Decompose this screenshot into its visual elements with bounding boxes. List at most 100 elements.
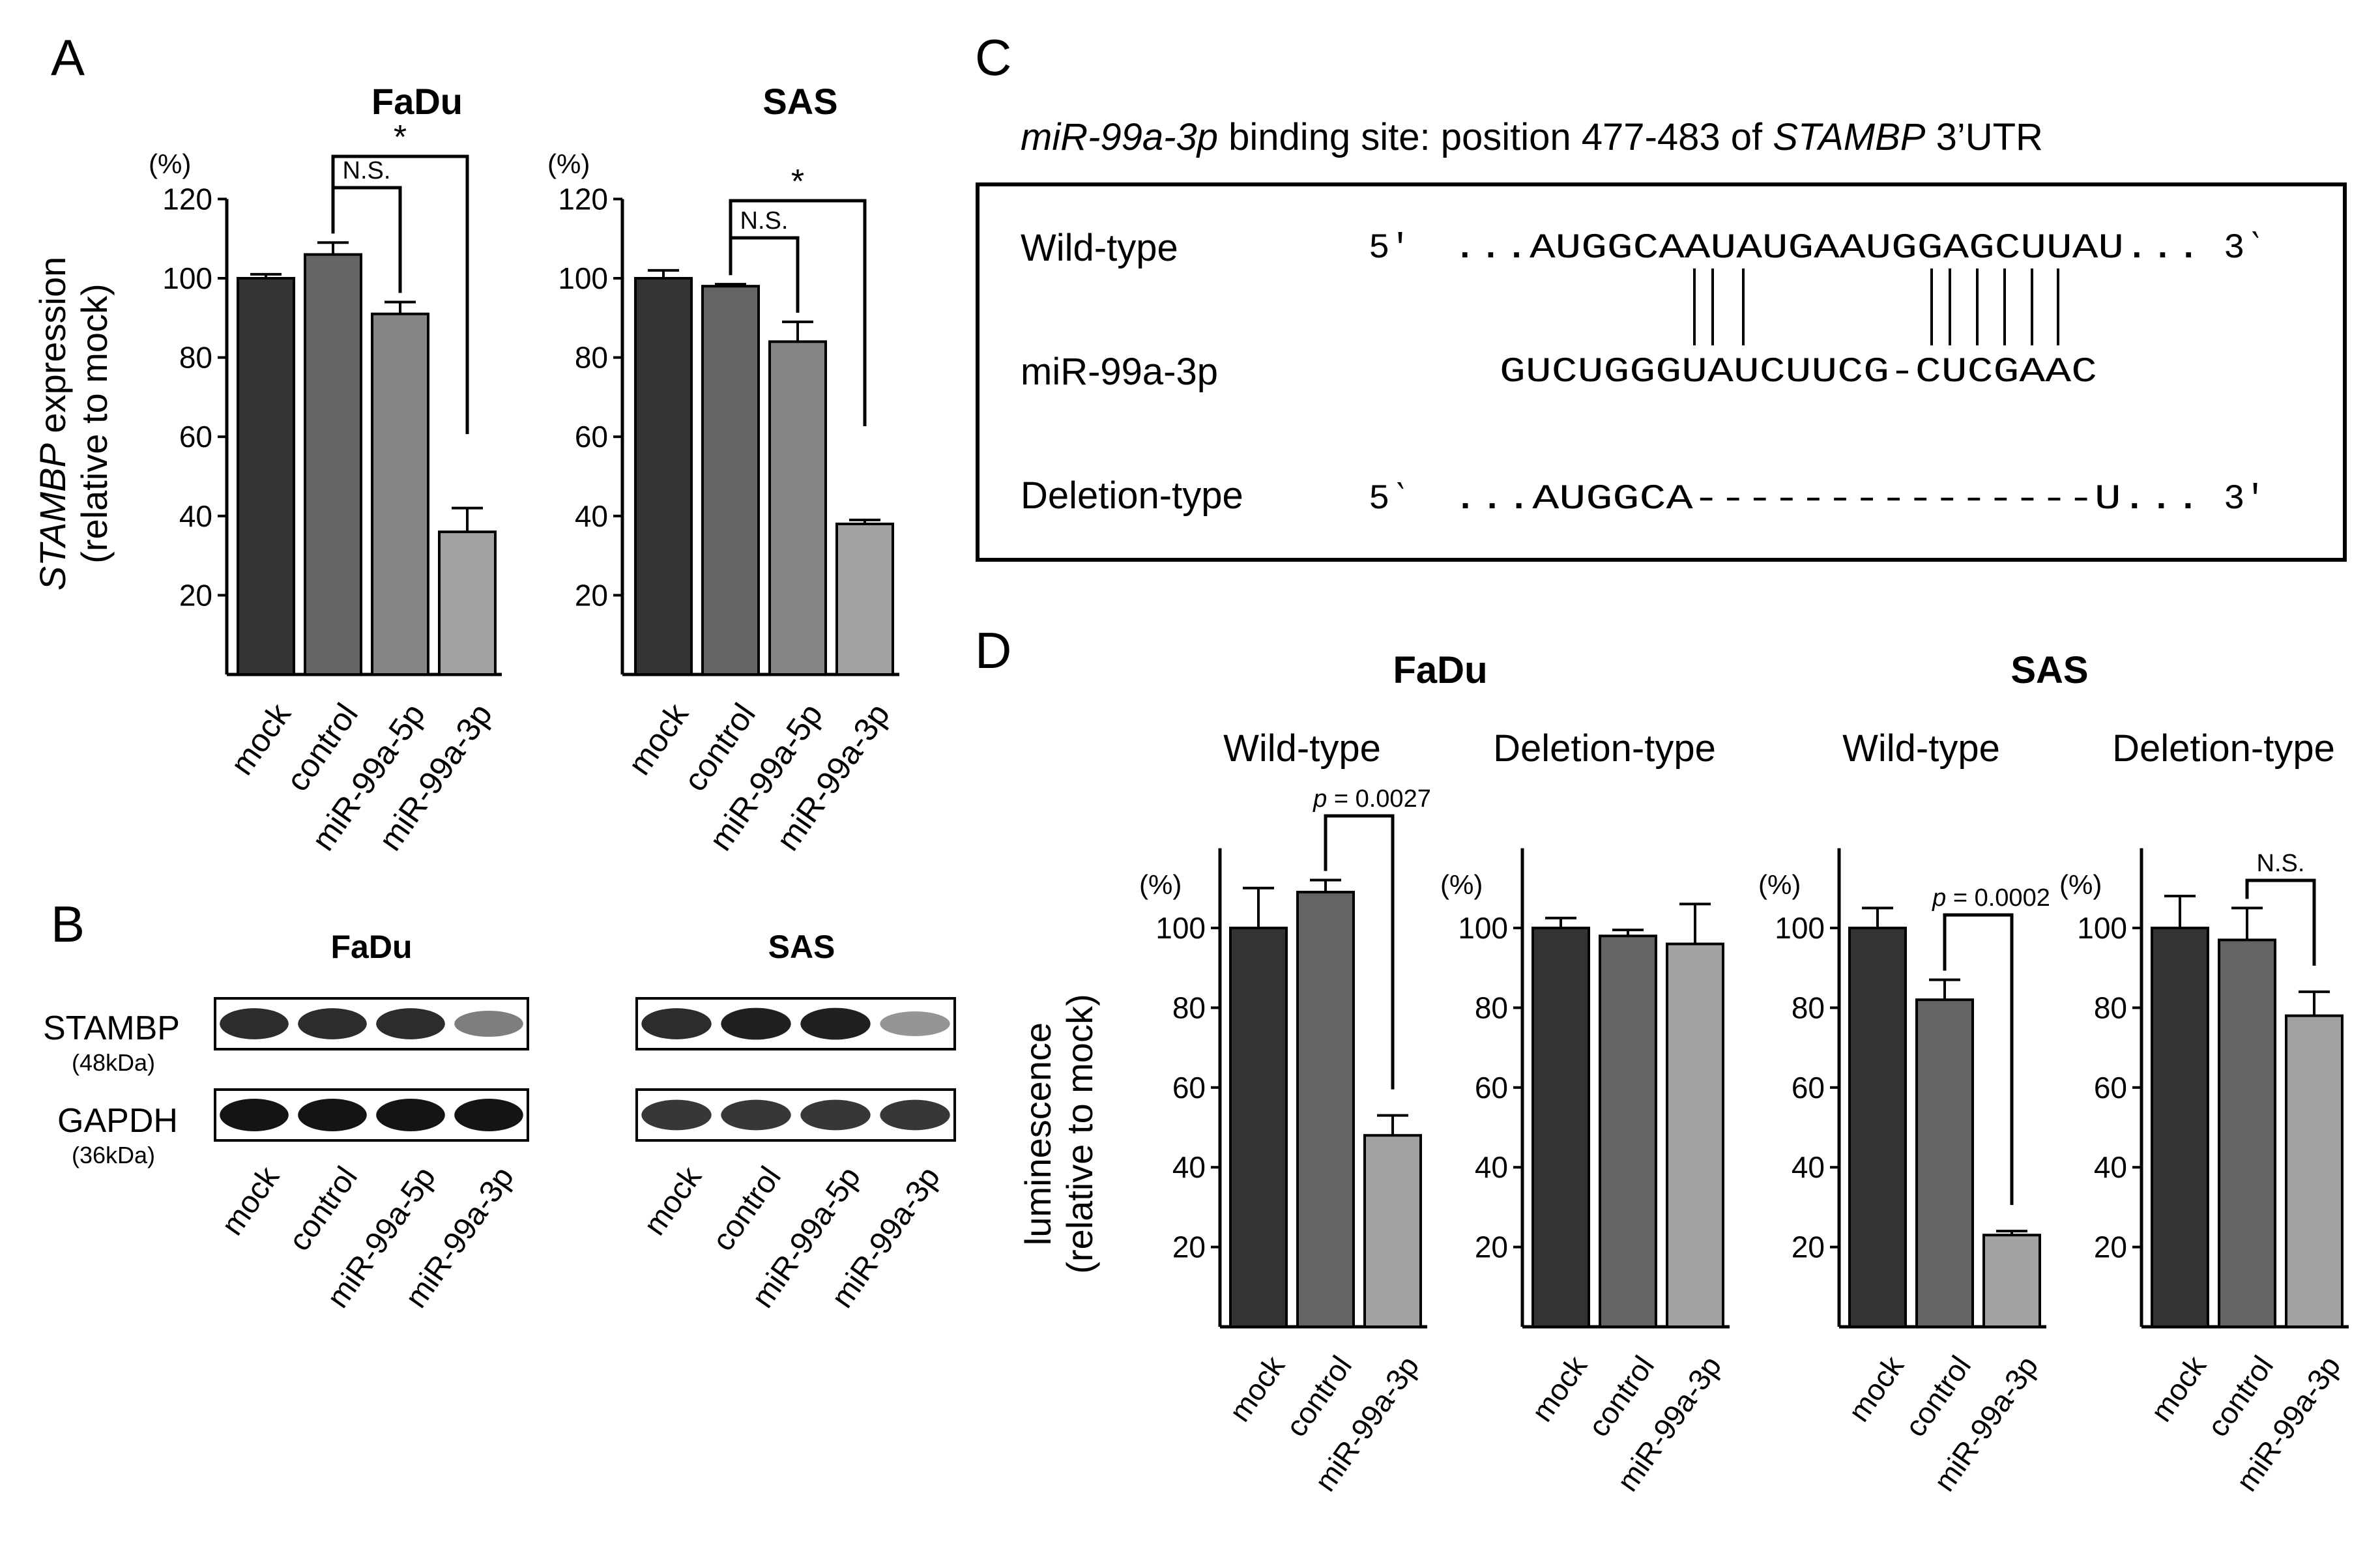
mirna-sequence: GUCUGGGUAUCUUCG-CUCGAAC bbox=[1500, 353, 2097, 392]
bar bbox=[1666, 942, 1724, 1328]
significance-label: p = 0.0027 bbox=[1313, 785, 1431, 813]
bar bbox=[237, 277, 295, 676]
blot-lane-label: mock bbox=[637, 1160, 709, 1241]
bar bbox=[2218, 938, 2276, 1328]
significance-bracket bbox=[2245, 878, 2316, 966]
significance-bracket bbox=[729, 199, 867, 426]
bar bbox=[835, 522, 894, 676]
panel-d-subtitle-sas-del: Deletion-type bbox=[2112, 727, 2335, 770]
y-tick-label: 100 bbox=[1458, 911, 1508, 945]
panel-d-unit-3: (%) bbox=[1758, 869, 1801, 900]
blot-band bbox=[376, 1008, 445, 1039]
blot-band bbox=[220, 1008, 289, 1039]
bar bbox=[1848, 927, 1907, 1328]
bar bbox=[1296, 890, 1355, 1329]
p-value: = 0.0027 bbox=[1327, 785, 1431, 813]
y-tick-label: 80 bbox=[2094, 991, 2127, 1024]
y-tick-label: 120 bbox=[162, 182, 212, 216]
y-tick-label: 20 bbox=[1475, 1230, 1508, 1264]
binding-site-title-gene: STAMBP bbox=[1773, 116, 1925, 158]
y-tick-label: 60 bbox=[1172, 1071, 1206, 1105]
y-tick-label: 40 bbox=[179, 499, 212, 533]
y-tick-label: 120 bbox=[558, 182, 608, 216]
wildtype-sequence: ...AUGGCAAUAUGAAUGGAGCUUAU... bbox=[1452, 229, 2201, 268]
y-tick-label: 60 bbox=[179, 420, 212, 454]
binding-site-title-end: 3’UTR bbox=[1925, 116, 2042, 158]
panel-a-ylabel: STAMBP expression (relative to mock) bbox=[32, 257, 115, 590]
row-label-mirna: miR-99a-3p bbox=[1021, 351, 1218, 393]
y-tick-label: 20 bbox=[2094, 1230, 2127, 1264]
bar bbox=[1229, 927, 1288, 1328]
wildtype-5prime: 5′ bbox=[1369, 229, 1411, 268]
row-label-deletion: Deletion-type bbox=[1021, 474, 1243, 517]
y-tick-label: 40 bbox=[575, 499, 608, 533]
blot-band bbox=[641, 1099, 712, 1131]
panel-b-western-blot: FaDu SAS STAMBP (48kDa) GAPDH (36kDa) mo… bbox=[43, 929, 956, 1314]
binding-site-title-mirna: miR-99a-3p bbox=[1021, 116, 1218, 158]
panel-a-unit-right: (%) bbox=[547, 149, 590, 179]
chart-title: SAS bbox=[762, 81, 837, 122]
blot-size-stambp: (48kDa) bbox=[72, 1049, 155, 1076]
wildtype-3prime: 3‵ bbox=[2224, 229, 2266, 268]
y-tick-label: 40 bbox=[1172, 1150, 1206, 1184]
significance-label: N.S. bbox=[740, 207, 789, 235]
p-symbol: p bbox=[1932, 884, 1946, 912]
panel-d-ylabel-sub: (relative to mock) bbox=[1059, 994, 1100, 1273]
bar bbox=[768, 340, 827, 676]
blot-lane-label: control bbox=[706, 1161, 788, 1257]
y-tick-label: 80 bbox=[1475, 991, 1508, 1024]
panel-a-ylabel-sub: (relative to mock) bbox=[74, 283, 115, 563]
panel-a-ylabel-text: expression bbox=[32, 257, 73, 443]
panel-d-unit-2: (%) bbox=[1440, 869, 1483, 900]
blot-band bbox=[298, 1099, 367, 1131]
blot-band bbox=[800, 1099, 871, 1131]
y-tick-label: 100 bbox=[2077, 911, 2127, 945]
y-tick-label: 100 bbox=[1775, 911, 1825, 945]
panel-letter-c: C bbox=[975, 29, 1011, 86]
base-pairing-lines bbox=[1693, 268, 2059, 345]
significance-label: N.S. bbox=[343, 157, 391, 184]
y-tick-label: 80 bbox=[1792, 991, 1825, 1024]
panel-d-ylabel: luminescence (relative to mock) bbox=[1017, 994, 1100, 1273]
deletion-3prime: 3′ bbox=[2224, 480, 2266, 519]
y-tick-label: 100 bbox=[558, 261, 608, 295]
binding-site-title-mid: binding site: position 477-483 of bbox=[1218, 116, 1773, 158]
blot-band bbox=[220, 1099, 289, 1131]
y-tick-label: 60 bbox=[1792, 1071, 1825, 1105]
y-tick-label: 40 bbox=[1792, 1150, 1825, 1184]
panel-d-cell-title-fadu: FaDu bbox=[1393, 649, 1488, 691]
bar bbox=[1363, 1134, 1422, 1328]
y-tick-label: 100 bbox=[1155, 911, 1206, 945]
bar bbox=[1531, 927, 1590, 1328]
significance-label: N.S. bbox=[2257, 850, 2305, 877]
panel-c-binding-site: miR-99a-3p binding site: position 477-48… bbox=[976, 116, 2347, 562]
deletion-5prime: 5‵ bbox=[1369, 480, 1411, 519]
significance-bracket bbox=[1324, 814, 1395, 1090]
significance-label: p = 0.0002 bbox=[1932, 884, 2050, 912]
y-tick-label: 40 bbox=[2094, 1150, 2127, 1184]
bar bbox=[438, 530, 497, 676]
panel-a-ylabel-gene: STAMBP bbox=[32, 443, 73, 590]
bar bbox=[1599, 934, 1657, 1328]
blot-size-gapdh: (36kDa) bbox=[72, 1142, 155, 1168]
y-tick-label: 80 bbox=[1172, 991, 1206, 1024]
panel-d-subtitle-fadu-del: Deletion-type bbox=[1493, 727, 1716, 770]
bar bbox=[2151, 927, 2209, 1328]
panel-d-unit-4: (%) bbox=[2059, 869, 2102, 900]
panel-d-unit-1: (%) bbox=[1139, 869, 1182, 900]
significance-label: * bbox=[791, 163, 804, 201]
blot-label-gapdh: GAPDH bbox=[57, 1102, 178, 1140]
deletion-sequence: ...AUGGCA---------------U... bbox=[1452, 480, 2201, 519]
blot-band bbox=[454, 1010, 523, 1037]
blot-band bbox=[721, 1099, 791, 1131]
panel-d-ylabel-text: luminescence bbox=[1017, 1022, 1058, 1245]
significance-bracket bbox=[331, 154, 469, 435]
blot-label-stambp: STAMBP bbox=[43, 1009, 180, 1047]
panel-d-subtitle-fadu-wt: Wild-type bbox=[1223, 727, 1381, 770]
y-tick-label: 20 bbox=[1792, 1230, 1825, 1264]
panel-letter-b: B bbox=[51, 895, 85, 953]
